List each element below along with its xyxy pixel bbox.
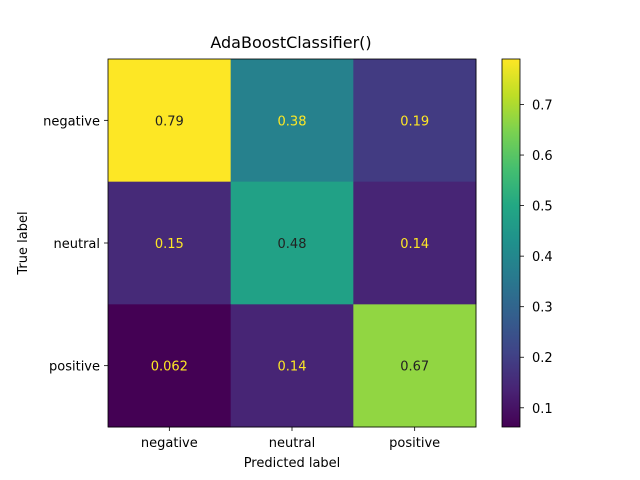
cell-value-negative-neutral: 0.38 xyxy=(278,114,307,129)
cell-value-neutral-neutral: 0.48 xyxy=(278,237,307,252)
colorbar xyxy=(502,59,520,427)
colorbar-ticks: 0.1 0.2 0.3 0.4 0.5 0.6 0.7 xyxy=(520,98,553,417)
colorbar-frame xyxy=(501,58,521,428)
cell-positive-neutral xyxy=(230,304,354,428)
cell-value-negative-positive: 0.19 xyxy=(400,114,429,129)
colorbar-tick-label: 0.6 xyxy=(532,149,553,164)
x-tick-label-neutral: neutral xyxy=(269,436,316,451)
cell-value-negative-negative: 0.79 xyxy=(155,114,184,129)
cell-negative-positive xyxy=(353,59,477,183)
heatmap-cells xyxy=(108,59,477,428)
colorbar-tick-label: 0.5 xyxy=(532,200,553,215)
cell-neutral-positive xyxy=(353,181,477,305)
y-tick-label-negative: negative xyxy=(43,114,100,129)
y-axis-label: True label xyxy=(16,211,31,275)
x-tick-label-positive: positive xyxy=(389,436,440,451)
cell-negative-negative xyxy=(108,59,232,183)
cell-value-neutral-negative: 0.15 xyxy=(155,237,184,252)
y-axis-ticks: negative neutral positive xyxy=(43,114,108,375)
y-tick-label-neutral: neutral xyxy=(54,237,101,252)
colorbar-tick-label: 0.2 xyxy=(532,351,553,366)
cell-positive-negative xyxy=(108,304,232,428)
x-tick-label-negative: negative xyxy=(141,436,198,451)
cell-value-positive-positive: 0.67 xyxy=(400,360,429,375)
cell-neutral-neutral xyxy=(230,181,354,305)
cell-positive-positive xyxy=(353,304,477,428)
y-tick-label-positive: positive xyxy=(49,360,100,375)
x-axis-label: Predicted label xyxy=(244,456,341,471)
cell-negative-neutral xyxy=(230,59,354,183)
x-axis-ticks: negative neutral positive xyxy=(141,427,440,451)
colorbar-tick-label: 0.4 xyxy=(532,250,553,265)
colorbar-tick-label: 0.3 xyxy=(532,301,553,316)
cell-neutral-negative xyxy=(108,181,232,305)
colorbar-tick-label: 0.7 xyxy=(532,98,553,113)
heatmap-cell-labels: 0.79 0.38 0.19 0.15 0.48 0.14 0.062 0.14 0.67 xyxy=(151,114,429,374)
chart-title: AdaBoostClassifier() xyxy=(210,33,371,52)
cell-value-positive-neutral: 0.14 xyxy=(278,360,307,375)
cell-value-positive-negative: 0.062 xyxy=(151,360,188,375)
colorbar-tick-label: 0.1 xyxy=(532,402,553,417)
cell-value-neutral-positive: 0.14 xyxy=(400,237,429,252)
